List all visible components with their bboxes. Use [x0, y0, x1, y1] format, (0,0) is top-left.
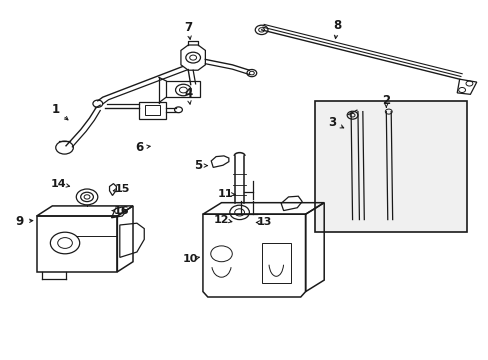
Bar	[139, 102, 166, 119]
Text: 14: 14	[51, 179, 66, 189]
Text: 6: 6	[135, 141, 143, 154]
Text: 8: 8	[333, 19, 341, 32]
Text: 9: 9	[16, 215, 23, 228]
Text: 10: 10	[183, 254, 198, 264]
Text: 1: 1	[52, 103, 60, 116]
Text: 4: 4	[184, 87, 192, 100]
Text: 11: 11	[218, 189, 233, 199]
Bar	[261, 243, 290, 283]
Text: 5: 5	[194, 159, 202, 172]
Text: 3: 3	[328, 116, 336, 129]
Text: 7: 7	[184, 21, 192, 33]
Bar	[166, 81, 200, 97]
Text: 12: 12	[213, 215, 228, 225]
Text: 15: 15	[114, 184, 130, 194]
Text: 2: 2	[382, 94, 389, 107]
Text: 13: 13	[256, 217, 271, 228]
Text: 16: 16	[113, 206, 129, 216]
Bar	[145, 105, 160, 115]
Bar	[315, 101, 466, 232]
